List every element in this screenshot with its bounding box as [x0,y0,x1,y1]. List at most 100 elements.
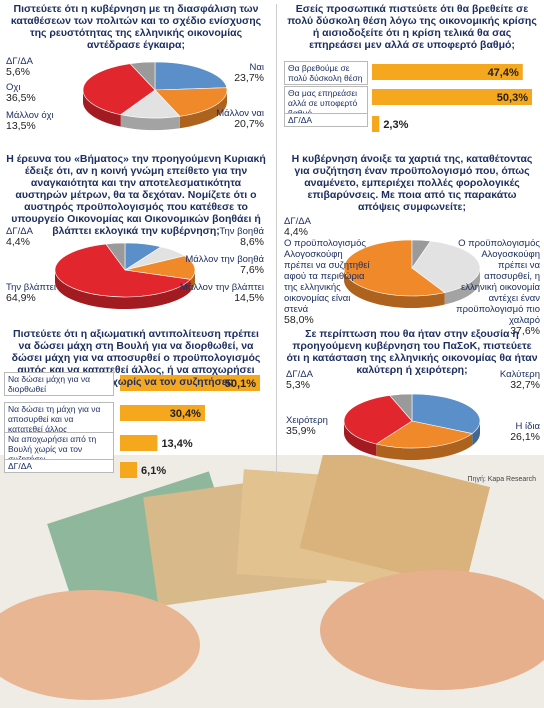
value-label: 23,7% [234,72,264,84]
pie-slice [154,61,228,91]
category-label: Μάλλον όχι [6,110,54,121]
chart-panel: Σε περίπτωση που θα ήταν στην εξουσία η … [280,325,544,485]
slice-label: ΔΓ/ΔΑ 4,4% [284,216,344,238]
category-label: ΔΓ/ΔΑ [6,226,33,237]
category-label: Ο προϋπολογισμός Αλογοσκούφη πρέπει να α… [456,238,540,326]
slice-label: Καλύτερη 32,7% [460,369,540,391]
divider [276,4,277,474]
plot [82,61,228,130]
pie-slice [411,393,481,434]
bar [120,405,205,421]
slice-label: ΔΓ/ΔΑ 4,4% [6,226,76,248]
plot: 50,1% 30,4% 13,4% 6,1% [120,375,260,478]
slice-label: Μάλλον ναι 20,7% [200,108,264,130]
category-label: ΔΓ/ΔΑ [286,369,313,380]
pie-slice [375,420,473,449]
value-label: 4,4% [284,226,308,238]
value-label: 64,9% [6,292,36,304]
slice-label: Ναι 23,7% [200,62,264,84]
category-label: Την βοηθά [219,226,264,237]
category-label: Ναι [249,62,264,73]
pie-slice [343,239,446,297]
category-label: Μάλλον την βλάπτει [179,282,264,293]
plot: 47,4% 50,3% 2,3% [372,64,532,132]
value-label: 14,5% [234,292,264,304]
chart-title: Εσείς προσωπικά πιστεύετε ότι θα βρεθείτ… [287,3,537,51]
category-label: Την βλάπτει [6,282,56,293]
hand [320,570,544,690]
pie-side [179,90,227,129]
chart-panel: 47,4% 50,3% 2,3% Εσείς προσωπικά πιστεύετε … [280,0,544,148]
bar [120,462,138,478]
hand [0,590,200,700]
value-label: 2,3% [383,119,408,131]
pie-side [472,421,480,446]
category-label: Οχι [6,82,21,93]
bar [372,89,532,105]
pie-slice [154,87,228,117]
chart-panel: Η έρευνα του «Βήματος» την προηγούμενη Κ… [0,150,272,322]
pie-slice [411,239,432,269]
bar-label: Θα βρεθούμε σε πολύ δύσκολη θέση [284,61,368,85]
value-label: 4,4% [6,236,30,248]
category-label: Καλύτερη [499,369,540,380]
chart-panel: 50,1% 30,4% 13,4% 6,1% Πιστεύετε ότι η αξιωμ… [0,325,272,490]
slice-label: Η ίδια 26,1% [460,421,540,443]
slice-label: Ο προϋπολογισμός Αλογοσκούφη πρέπει να σ… [284,238,372,326]
chart-title: Η έρευνα του «Βήματος» την προηγούμενη Κ… [6,153,266,237]
category-label: Ο προϋπολογισμός Αλογοσκούφη πρέπει να σ… [284,238,370,315]
slice-label: Την βλάπτει 64,9% [6,282,76,304]
chart-title: Η κυβέρνηση άνοιξε τα χαρτιά της, καταθέ… [291,153,533,213]
value-label: 5,6% [6,66,30,78]
value-label: 37,6% [510,325,540,337]
plot [54,242,196,309]
category-label: Η ίδια [515,421,540,432]
pie-side [83,90,121,127]
chart-title: Πιστεύετε ότι η κυβέρνηση με τη διασφάλι… [10,3,262,51]
bar [120,375,260,391]
slice-label: ΔΓ/ΔΑ 5,6% [6,56,76,78]
bar-label: ΔΓ/ΔΑ [284,113,368,127]
value-label: 50,1% [225,378,256,390]
category-label: Μάλλον την βοηθά [185,254,264,265]
slice-label: Μάλλον την βλάπτει 14,5% [150,282,264,304]
value-label: 7,6% [240,264,264,276]
value-label: 5,3% [286,379,310,391]
slice-label: Χειρότερη 35,9% [286,415,356,437]
slice-label: ΔΓ/ΔΑ 5,3% [286,369,356,391]
value-label: 47,4% [488,67,519,79]
pie-slice [54,243,192,298]
bar-label: Να δώσει τη μάχη για να αποσυρθεί και να… [4,402,114,436]
pie-side [344,268,445,309]
chart-panel: Η κυβέρνηση άνοιξε τα χαρτιά της, καταθέ… [280,150,544,337]
pie-slice [105,242,126,271]
value-label: 50,3% [497,92,528,104]
pie-side [120,114,180,130]
pie-slice [389,393,413,422]
value-label: 36,5% [6,92,36,104]
bar [372,64,523,80]
value-label: 13,5% [6,120,36,132]
value-label: 58,0% [284,314,314,326]
slice-label: Μάλλον την βοηθά 7,6% [150,254,264,276]
pie-side [55,270,191,309]
bar [372,116,380,132]
value-label: 20,7% [234,118,264,130]
slice-label: Ο προϋπολογισμός Αλογοσκούφη πρέπει να α… [450,238,540,337]
chart-title: Σε περίπτωση που θα ήταν στην εξουσία η … [286,328,538,376]
pie-slice [124,255,196,280]
plot [343,393,481,461]
value-label: 30,4% [170,408,201,420]
source: Πηγή: Kapa Research [467,476,536,483]
bar [120,435,158,451]
pie-slice [129,61,156,91]
value-label: 6,1% [141,465,166,477]
pie-side [376,433,473,461]
slice-label: Οχι 36,5% [6,82,76,104]
category-label: ΔΓ/ΔΑ [6,56,33,67]
value-label: 13,4% [161,438,192,450]
category-label: Μάλλον ναι [216,108,264,119]
money-photo [0,455,544,708]
pie-slice [343,395,413,445]
category-label: ΔΓ/ΔΑ [284,216,311,227]
